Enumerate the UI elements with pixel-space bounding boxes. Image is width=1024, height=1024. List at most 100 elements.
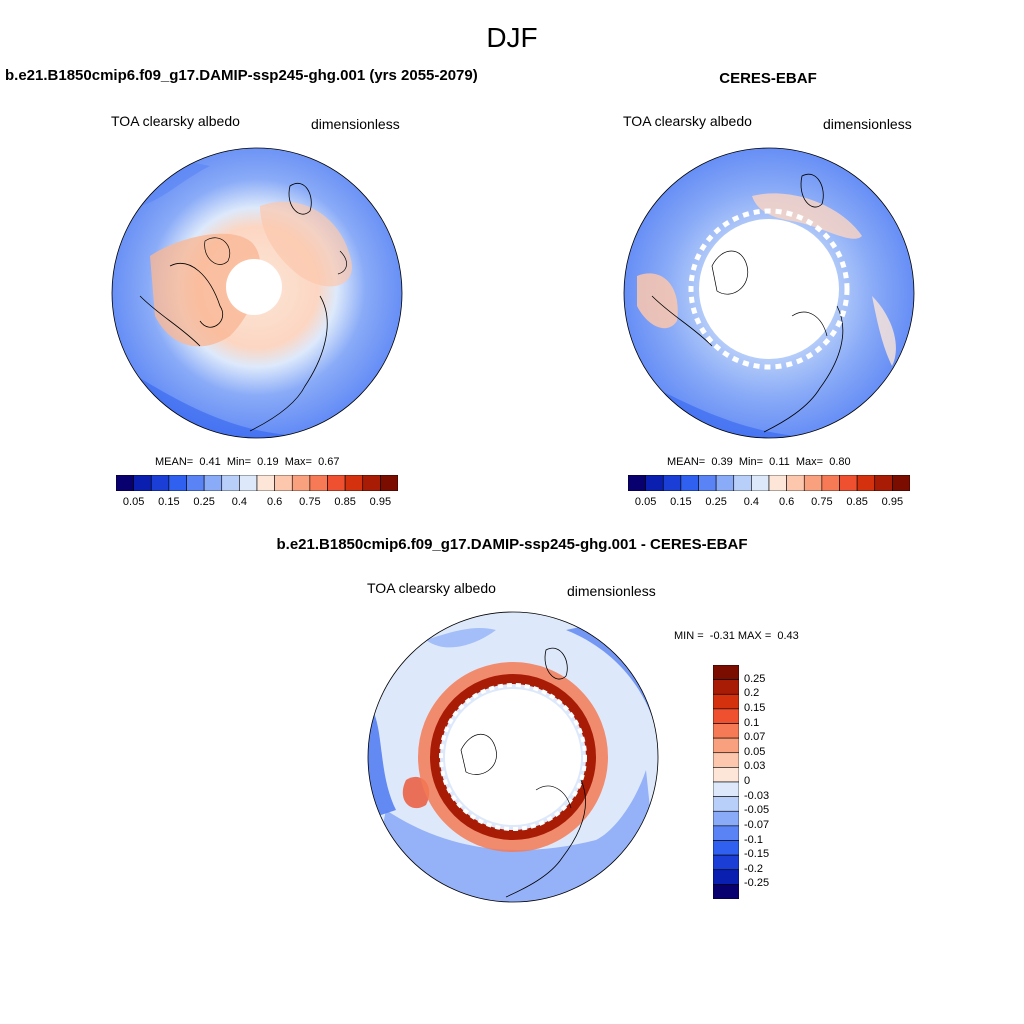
colorbar-swatch [239, 475, 258, 491]
colorbar-swatch [133, 475, 152, 491]
colorbar-swatch [713, 810, 739, 827]
colorbar-tick-label: 0.03 [744, 760, 766, 773]
colorbar-tick-label: 0.75 [299, 496, 321, 508]
colorbar-swatch [309, 475, 328, 491]
colorbar-tick-label: -0.1 [744, 833, 763, 846]
colorbar-tick-label: 0.1 [744, 716, 760, 729]
colorbar-swatch [380, 475, 398, 491]
model-colorbar [116, 475, 398, 491]
colorbar-tick-label: 0.2 [744, 687, 760, 700]
colorbar-tick-label: 0.6 [778, 496, 795, 508]
model-stats: MEAN= 0.41 Min= 0.19 Max= 0.67 [155, 456, 340, 468]
colorbar-swatch [713, 884, 739, 899]
colorbar-swatch [768, 475, 787, 491]
model-panel-title: b.e21.B1850cmip6.f09_g17.DAMIP-ssp245-gh… [5, 67, 478, 84]
colorbar-swatch [786, 475, 805, 491]
diff-colorbar-labels: 0.25 0.2 0.15 0.1 0.07 0.05 0.03 0 -0.03 -0.05 -0.… [744, 665, 784, 899]
colorbar-tick-label: 0.6 [266, 496, 283, 508]
obs-units-label: dimensionless [823, 116, 912, 132]
figure-title: DJF [486, 22, 538, 53]
colorbar-swatch [839, 475, 858, 491]
diff-panel-title: b.e21.B1850cmip6.f09_g17.DAMIP-ssp245-gh… [276, 536, 748, 553]
colorbar-tick-label: 0.15 [744, 701, 766, 714]
colorbar-tick-label: 0.85 [334, 496, 356, 508]
colorbar-swatch [713, 825, 739, 841]
model-units-label: dimensionless [311, 116, 400, 132]
colorbar-swatch [291, 475, 311, 491]
colorbar-tick-label: 0 [744, 775, 751, 787]
colorbar-swatch [645, 475, 664, 491]
colorbar-swatch [713, 693, 739, 710]
colorbar-tick-label: 0.95 [881, 496, 904, 508]
diff-variable-label: TOA clearsky albedo [367, 580, 496, 596]
colorbar-tick-label: 0.07 [744, 731, 766, 744]
colorbar-swatch [168, 475, 187, 491]
colorbar-swatch [713, 869, 739, 885]
obs-stats: MEAN= 0.39 Min= 0.11 Max= 0.80 [667, 456, 851, 468]
colorbar-swatch [713, 781, 739, 797]
colorbar-swatch [150, 475, 170, 491]
model-colorbar-labels: 0.05 0.15 0.25 0.4 0.6 0.75 0.85 0.95 [116, 496, 398, 510]
colorbar-swatch [856, 475, 876, 491]
colorbar-tick-label: 0.15 [670, 496, 692, 508]
colorbar-swatch [698, 475, 717, 491]
obs-colorbar-labels: 0.05 0.15 0.25 0.4 0.6 0.75 0.85 0.95 [628, 496, 910, 510]
colorbar-tick-label: -0.07 [744, 818, 770, 831]
colorbar-swatch [733, 475, 752, 491]
colorbar-swatch [256, 475, 275, 491]
colorbar-tick-label: 0.85 [846, 496, 868, 508]
colorbar-swatch [715, 475, 735, 491]
colorbar-tick-label: -0.25 [744, 877, 770, 890]
colorbar-tick-label: 0.25 [744, 672, 766, 685]
colorbar-tick-label: -0.15 [744, 848, 770, 861]
colorbar-swatch [186, 475, 205, 491]
colorbar-swatch [680, 475, 699, 491]
colorbar-swatch [662, 475, 682, 491]
diff-stats: MIN = -0.31 MAX = 0.43 [674, 630, 799, 642]
colorbar-swatch [274, 475, 293, 491]
colorbar-swatch [713, 665, 739, 680]
colorbar-tick-label: 0.05 [634, 496, 657, 508]
colorbar-swatch [821, 475, 840, 491]
colorbar-tick-label: 0.15 [158, 496, 180, 508]
colorbar-swatch [713, 796, 739, 812]
colorbar-swatch [713, 679, 739, 695]
model-variable-label: TOA clearsky albedo [111, 113, 240, 129]
colorbar-swatch [713, 723, 739, 739]
colorbar-swatch [713, 737, 739, 754]
colorbar-tick-label: 0.4 [231, 496, 248, 508]
diff-colorbar [713, 665, 739, 899]
colorbar-tick-label: 0.4 [743, 496, 760, 508]
colorbar-swatch [221, 475, 240, 491]
obs-variable-label: TOA clearsky albedo [623, 113, 752, 129]
colorbar-swatch [713, 708, 739, 724]
colorbar-tick-label: 0.25 [193, 496, 215, 508]
colorbar-swatch [713, 767, 739, 783]
colorbar-swatch [874, 475, 893, 491]
colorbar-swatch [116, 475, 134, 491]
colorbar-swatch [344, 475, 364, 491]
diff-polar-map [367, 611, 659, 903]
colorbar-tick-label: 0.05 [122, 496, 145, 508]
colorbar-tick-label: 0.25 [705, 496, 727, 508]
obs-colorbar [628, 475, 910, 491]
colorbar-tick-label: -0.05 [744, 804, 770, 817]
colorbar-swatch [713, 752, 739, 768]
colorbar-swatch [203, 475, 223, 491]
obs-polar-map [623, 147, 915, 439]
obs-panel-title: CERES-EBAF [719, 70, 817, 87]
model-polar-map [111, 147, 403, 439]
colorbar-swatch [362, 475, 381, 491]
colorbar-tick-label: 0.95 [369, 496, 392, 508]
diff-units-label: dimensionless [567, 583, 656, 599]
colorbar-tick-label: 0.05 [744, 745, 766, 758]
colorbar-tick-label: -0.2 [744, 862, 763, 875]
colorbar-swatch [713, 854, 739, 871]
colorbar-swatch [803, 475, 823, 491]
colorbar-swatch [751, 475, 770, 491]
colorbar-swatch [713, 840, 739, 856]
colorbar-swatch [892, 475, 910, 491]
colorbar-swatch [628, 475, 646, 491]
colorbar-swatch [327, 475, 346, 491]
colorbar-tick-label: -0.03 [744, 789, 770, 802]
